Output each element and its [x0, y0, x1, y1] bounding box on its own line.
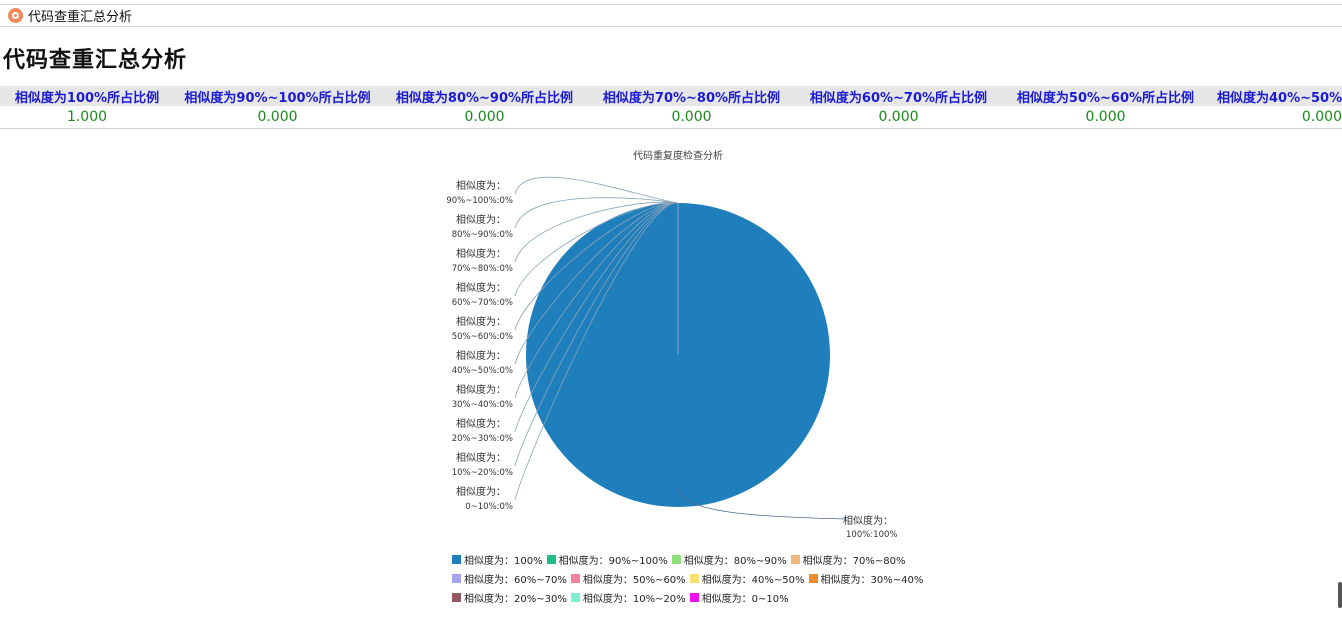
slice-label-value: 100%:100% [846, 530, 897, 540]
legend-row: 相似度为：60%~70% 相似度为：50%~60% 相似度为：40%~50% 相似度为… [452, 569, 927, 588]
slice-label: 相似度为： [456, 315, 506, 328]
window-titlebar: 代码查重汇总分析 [0, 4, 1342, 27]
legend-label: 相似度为：10%~20% [582, 594, 686, 605]
summary-table: 相似度为100%所占比例 相似度为90%~100%所占比例 相似度为80%~90… [0, 86, 1342, 128]
legend-item[interactable]: 相似度为：90%~100% [546, 552, 668, 567]
legend-label: 相似度为：50%~60% [582, 575, 686, 586]
column-header: 相似度为70%~80%所占比例 [588, 86, 795, 106]
scrollbar-thumb[interactable] [1338, 582, 1342, 608]
label-leader-line [514, 176, 679, 204]
legend-swatch [671, 555, 681, 564]
legend-label: 相似度为：30%~40% [820, 575, 924, 586]
legend-label: 相似度为：60%~70% [464, 575, 567, 586]
legend-label: 相似度为：100% [464, 556, 543, 567]
legend-swatch [790, 555, 800, 564]
legend-item[interactable]: 相似度为：50%~60% [570, 571, 686, 586]
label-leader-line [514, 202, 679, 331]
divider [0, 128, 1342, 129]
legend-swatch [452, 574, 461, 583]
legend-item[interactable]: 相似度为：100% [452, 552, 543, 567]
label-leader-line [514, 202, 679, 399]
summary-header-row: 相似度为100%所占比例 相似度为90%~100%所占比例 相似度为80%~90… [0, 86, 1342, 106]
legend-label: 相似度为：0~10% [701, 594, 789, 605]
chart-title: 代码重复度检查分析 [633, 149, 723, 162]
label-leader-line [514, 202, 679, 433]
slice-label-value: 40%~50%:0% [452, 366, 513, 376]
legend-item[interactable]: 相似度为：40%~50% [689, 571, 805, 586]
label-leader-line [677, 486, 847, 520]
table-cell: 0.000 [671, 109, 712, 125]
label-leader-line [514, 201, 679, 263]
table-cell: 0.000 [464, 109, 505, 125]
slice-label-value: 20%~30%:0% [452, 434, 513, 444]
table-cell: 0.000 [878, 109, 919, 125]
legend-swatch [452, 593, 461, 602]
slice-label: 相似度为： [456, 383, 506, 396]
slice-label: 相似度为： [456, 349, 506, 362]
label-leader-line [514, 202, 679, 501]
table-cell: 0.000 [257, 109, 298, 125]
table-cell: 1.000 [66, 109, 108, 125]
window-title: 代码查重汇总分析 [28, 10, 133, 25]
slice-label: 相似度为： [456, 417, 506, 430]
slice-label-value: 0~10%:0% [465, 502, 513, 512]
legend-label: 相似度为：80%~90% [683, 556, 787, 567]
column-header: 相似度为50%~60%所占比例 [1002, 86, 1209, 106]
legend-swatch [570, 593, 580, 602]
legend-swatch [689, 574, 699, 583]
legend-item[interactable]: 相似度为：10%~20% [570, 590, 686, 605]
summary-value-row: 1.000 0.000 0.000 0.000 0.000 0.000 0.00… [0, 106, 1342, 128]
legend-item[interactable]: 相似度为：30%~40% [808, 571, 924, 586]
label-leader-line [514, 202, 679, 467]
slice-label-value: 10%~20%:0% [452, 468, 513, 478]
legend-swatch [808, 574, 818, 583]
slice-label: 相似度为： [456, 485, 506, 498]
slice-label-value: 90%~100%:0% [446, 196, 513, 206]
column-header: 相似度为60%~70%所占比例 [795, 86, 1002, 106]
slice-label: 相似度为： [456, 213, 506, 226]
column-header: 相似度为90%~100%所占比例 [174, 86, 381, 106]
legend-item[interactable]: 相似度为：20%~30% [452, 590, 567, 605]
app-icon [8, 8, 23, 23]
slice-label: 相似度为： [456, 281, 506, 294]
slice-label: 相似度为： [456, 451, 506, 464]
label-leader-line [514, 197, 679, 229]
slice-label: 相似度为： [456, 179, 506, 192]
legend-item[interactable]: 相似度为：80%~90% [671, 552, 787, 567]
table-cell: 0.000 [1085, 109, 1126, 125]
legend-swatch [546, 555, 556, 564]
legend-item[interactable]: 相似度为：70%~80% [790, 552, 906, 567]
legend-label: 相似度为：90%~100% [558, 556, 668, 567]
legend-swatch [570, 574, 580, 583]
slice-label-value: 70%~80%:0% [452, 264, 513, 274]
column-header: 相似度为40%~50%所占比例 [1209, 86, 1342, 106]
table-cell: 0.000 [1301, 109, 1342, 125]
label-leader-line [514, 202, 679, 365]
column-header: 相似度为80%~90%所占比例 [381, 86, 588, 106]
legend-item[interactable]: 相似度为：60%~70% [452, 571, 567, 586]
legend-label: 相似度为：40%~50% [701, 575, 805, 586]
slice-label-value: 80%~90%:0% [452, 230, 513, 240]
legend-label: 相似度为：20%~30% [464, 594, 567, 605]
label-leader-line [514, 202, 679, 297]
slice-label-value: 30%~40%:0% [452, 400, 513, 410]
legend-swatch [452, 555, 461, 564]
legend-swatch [689, 593, 699, 602]
slice-label: 相似度为： [843, 514, 893, 527]
legend-row: 相似度为：100% 相似度为：90%~100% 相似度为：80%~90% 相似度为：7… [452, 550, 927, 569]
page-title: 代码查重汇总分析 [3, 48, 188, 73]
legend-item[interactable]: 相似度为：0~10% [689, 590, 789, 605]
chart-legend: 相似度为：100% 相似度为：90%~100% 相似度为：80%~90% 相似度为：7… [452, 550, 927, 607]
column-header: 相似度为100%所占比例 [0, 86, 174, 106]
legend-label: 相似度为：70%~80% [802, 556, 906, 567]
slice-label-value: 60%~70%:0% [452, 298, 513, 308]
slice-label: 相似度为： [456, 247, 506, 260]
slice-label-value: 50%~60%:0% [452, 332, 513, 342]
legend-row: 相似度为：20%~30% 相似度为：10%~20% 相似度为：0~10% [452, 588, 927, 607]
